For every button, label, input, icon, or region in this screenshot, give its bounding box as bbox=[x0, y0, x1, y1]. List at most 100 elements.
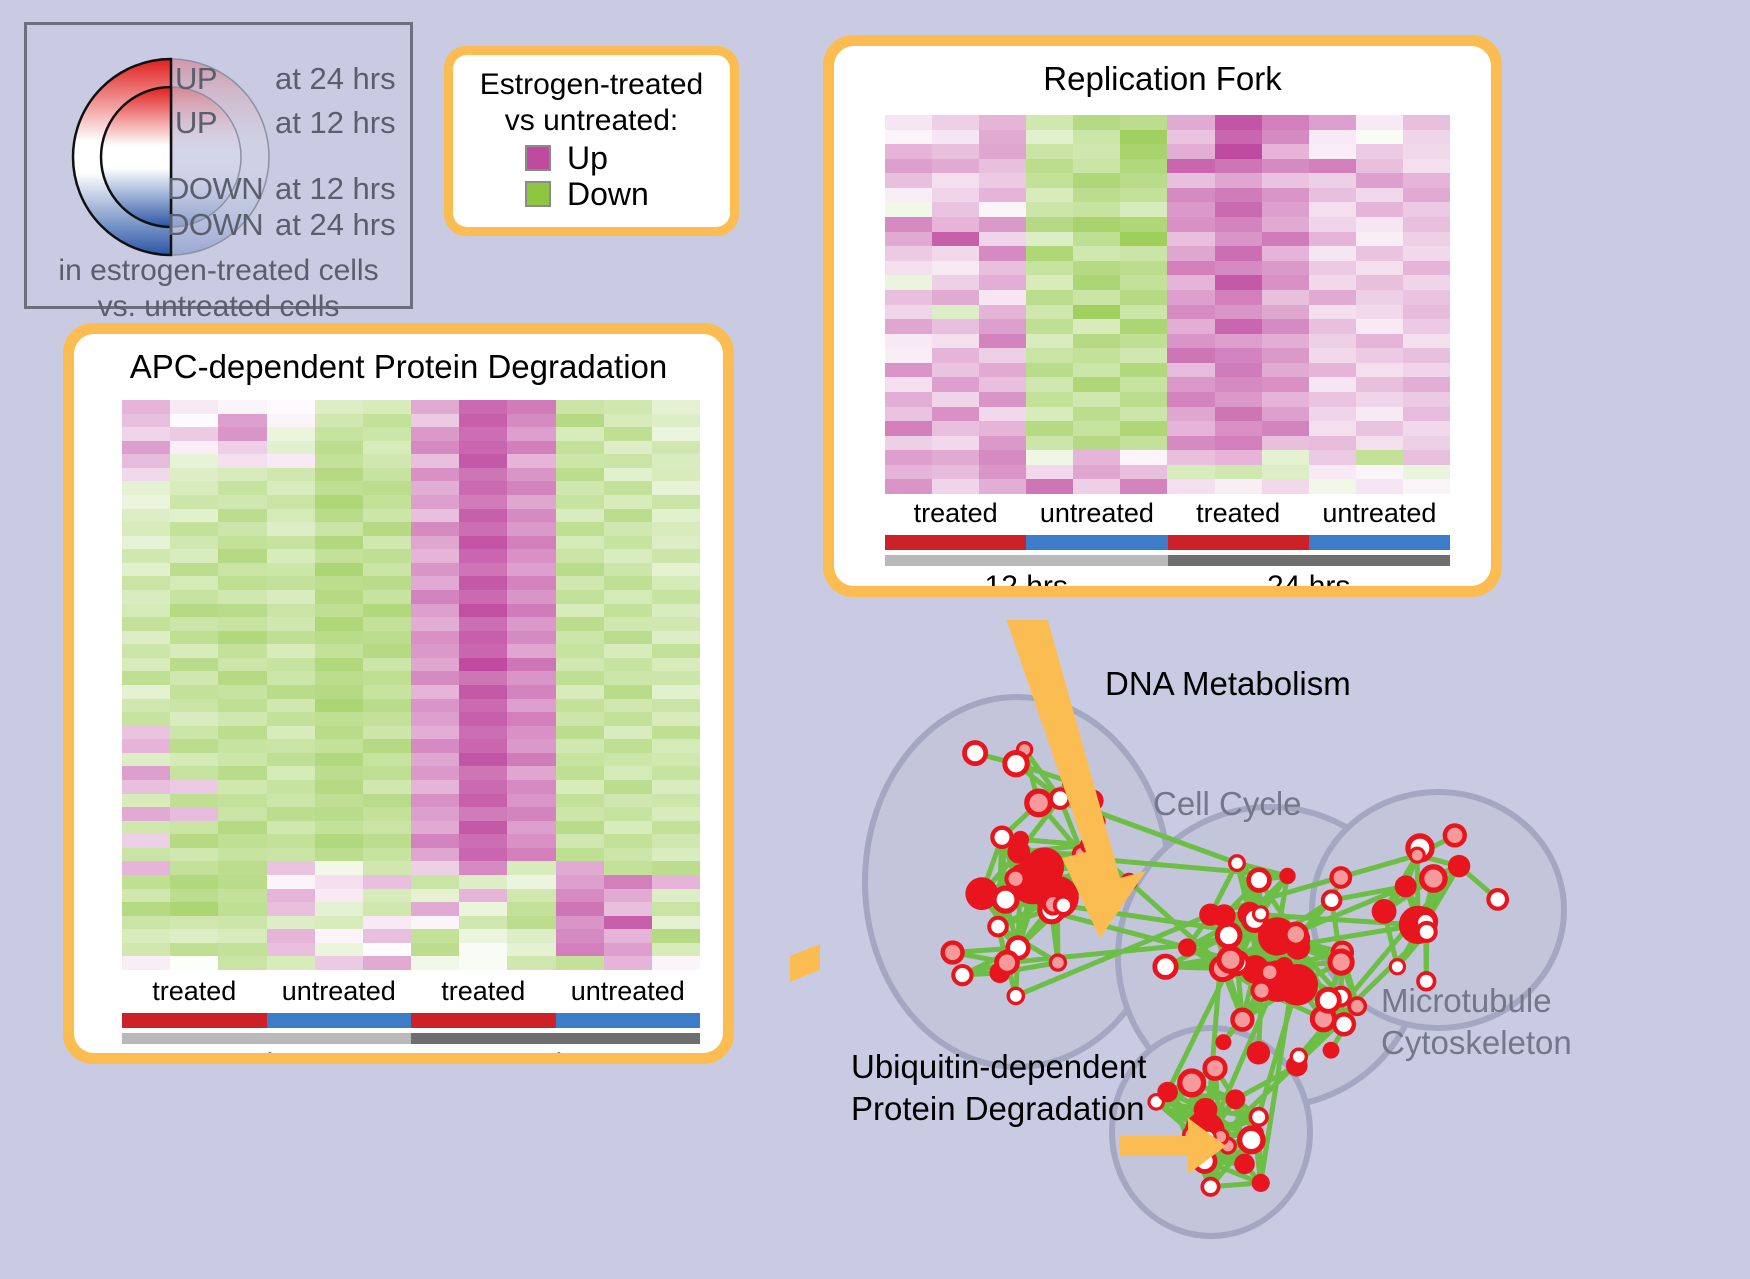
heatmap-cell bbox=[218, 820, 267, 835]
heatmap-cell bbox=[1214, 115, 1262, 130]
heatmap-cell bbox=[603, 902, 652, 916]
heatmap-cell bbox=[555, 766, 604, 780]
heatmap-cell bbox=[651, 902, 700, 916]
group-color-bar bbox=[411, 1013, 556, 1028]
legend-caption-line2: vs. untreated cells bbox=[97, 290, 340, 323]
heatmap-cell bbox=[1026, 333, 1074, 349]
heatmap-cell bbox=[932, 464, 980, 480]
network-node bbox=[1004, 867, 1027, 890]
heatmap-cell bbox=[122, 874, 171, 889]
heatmap-cell bbox=[1120, 479, 1168, 494]
heatmap-cell bbox=[411, 671, 460, 685]
heatmap-cell bbox=[651, 820, 700, 835]
heatmap-cell bbox=[459, 929, 508, 943]
heatmap-cell bbox=[1308, 129, 1356, 145]
heatmap-cell bbox=[362, 779, 411, 794]
heatmap-cell bbox=[411, 440, 460, 455]
heatmap-cell bbox=[459, 766, 508, 780]
heatmap-cell bbox=[979, 158, 1027, 174]
heatmap-cell bbox=[603, 861, 652, 875]
heatmap-cell bbox=[1073, 435, 1121, 451]
legend-up-24-time: at 24 hrs bbox=[275, 61, 396, 96]
heatmap-cell bbox=[314, 508, 363, 523]
heatmap-cell bbox=[1073, 289, 1121, 305]
heatmap-cell bbox=[979, 319, 1027, 334]
heatmap-cell bbox=[979, 231, 1027, 247]
heatmap-cell bbox=[885, 129, 933, 145]
heatmap-cell bbox=[459, 400, 508, 414]
heatmap-cell bbox=[1167, 391, 1215, 407]
heatmap-cell bbox=[1167, 246, 1215, 261]
heatmap-cell bbox=[885, 115, 933, 130]
heatmap-cell bbox=[1167, 348, 1215, 363]
heatmap-cell bbox=[122, 657, 171, 672]
heatmap-cell bbox=[1167, 289, 1215, 305]
heatmap-cell bbox=[555, 752, 604, 767]
heatmap-cell bbox=[266, 671, 315, 685]
heatmap-cell bbox=[218, 834, 267, 848]
heatmap-cell bbox=[266, 834, 315, 848]
heatmap-cell bbox=[1120, 304, 1168, 320]
heatmap-cell bbox=[362, 739, 411, 753]
heatmap-cell bbox=[1308, 115, 1356, 130]
network-node bbox=[1199, 903, 1222, 926]
heatmap-cell bbox=[1073, 158, 1121, 174]
heatmap-cell bbox=[459, 698, 508, 713]
heatmap-cell bbox=[1073, 377, 1121, 392]
heatmap-cell bbox=[459, 603, 508, 618]
heatmap-cell bbox=[459, 657, 508, 672]
heatmap-cell bbox=[979, 260, 1027, 276]
heatmap-cell bbox=[170, 630, 219, 645]
heatmap-cell bbox=[314, 644, 363, 658]
heatmap-cell bbox=[1167, 231, 1215, 247]
heatmap-cell bbox=[266, 902, 315, 916]
heatmap-cell bbox=[507, 684, 556, 699]
network-node bbox=[965, 877, 999, 911]
time-label: 12 hrs bbox=[122, 1048, 411, 1053]
heatmap-cell bbox=[314, 861, 363, 875]
heatmap-cell bbox=[1308, 362, 1356, 378]
heatmap-cell bbox=[1261, 129, 1309, 145]
heatmap-cell bbox=[1402, 202, 1450, 218]
heatmap-cell bbox=[1120, 450, 1168, 465]
heatmap-cell bbox=[218, 956, 267, 970]
key-row-up: Up bbox=[525, 141, 716, 175]
apc-title: APC-dependent Protein Degradation bbox=[129, 348, 668, 385]
heatmap-cell bbox=[507, 712, 556, 726]
heatmap-cell bbox=[362, 400, 411, 414]
heatmap-cell bbox=[362, 888, 411, 903]
heatmap-cell bbox=[507, 888, 556, 903]
heatmap-cell bbox=[1402, 333, 1450, 349]
heatmap-cell bbox=[1167, 464, 1215, 480]
heatmap-cell bbox=[266, 657, 315, 672]
heatmap-cell bbox=[885, 479, 933, 494]
heatmap-cell bbox=[1026, 246, 1074, 261]
heatmap-cell bbox=[122, 427, 171, 441]
heatmap-cell bbox=[266, 494, 315, 509]
heatmap-cell bbox=[979, 275, 1027, 290]
heatmap-cell bbox=[1120, 406, 1168, 422]
network-node bbox=[994, 949, 1020, 976]
heatmap-cell bbox=[932, 479, 980, 494]
network-node bbox=[1371, 899, 1397, 924]
heatmap-cell bbox=[1214, 187, 1262, 203]
heatmap-cell bbox=[362, 535, 411, 550]
heatmap-cell bbox=[362, 440, 411, 455]
heatmap-cell bbox=[314, 766, 363, 780]
heatmap-cell bbox=[459, 562, 508, 577]
heatmap-cell bbox=[266, 698, 315, 713]
heatmap-cell bbox=[1214, 421, 1262, 436]
heatmap-cell bbox=[1308, 173, 1356, 188]
heatmap-cell bbox=[507, 942, 556, 957]
heatmap-cell bbox=[1308, 187, 1356, 203]
heatmap-cell bbox=[362, 522, 411, 536]
heatmap-cell bbox=[411, 576, 460, 590]
heatmap-cell bbox=[979, 144, 1027, 159]
heatmap-cell bbox=[507, 820, 556, 835]
heatmap-cell bbox=[170, 454, 219, 468]
heatmap-cell bbox=[1355, 275, 1403, 290]
heatmap-cell bbox=[979, 406, 1027, 422]
time-color-bar bbox=[1167, 555, 1450, 566]
group-label: treated bbox=[441, 976, 526, 1006]
heatmap-cell bbox=[603, 562, 652, 577]
